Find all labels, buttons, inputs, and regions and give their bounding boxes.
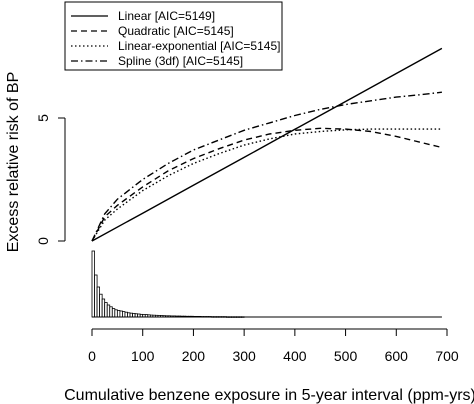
y-tick-label: 0 <box>35 237 51 245</box>
y-axis-title: Excess relative risk of BP <box>5 72 22 253</box>
x-tick-label: 300 <box>232 348 256 364</box>
x-axis-title: Cumulative benzene exposure in 5-year in… <box>64 387 474 404</box>
legend-label: Linear [AIC=5149] <box>118 9 215 23</box>
x-tick-label: 200 <box>182 348 206 364</box>
x-tick-label: 400 <box>283 348 307 364</box>
legend-box <box>64 1 283 71</box>
legend-label: Quadratic [AIC=5145] <box>118 24 234 38</box>
exposure-histogram <box>91 250 442 318</box>
series-line-dotted <box>91 128 442 242</box>
legend: Linear [AIC=5149]Quadratic [AIC=5145]Lin… <box>64 1 283 71</box>
x-tick-label: 700 <box>435 348 459 364</box>
series-line-solid <box>91 47 443 242</box>
x-axis-ticks: 0 100 200 300 400 500 600 700 <box>88 329 459 364</box>
x-tick-label: 100 <box>131 348 155 364</box>
legend-label: Linear-exponential [AIC=5145] <box>118 39 280 53</box>
series-line-dashdot <box>91 91 442 242</box>
x-tick-label: 600 <box>385 348 409 364</box>
y-axis-ticks: 05 <box>35 114 65 245</box>
x-tick-label: 0 <box>88 348 96 364</box>
risk-curves <box>91 47 443 242</box>
y-tick-label: 5 <box>35 114 51 122</box>
legend-label: Spline (3df) [AIC=5145] <box>118 54 243 68</box>
series-line-dashed <box>91 127 443 242</box>
x-tick-label: 500 <box>334 348 358 364</box>
